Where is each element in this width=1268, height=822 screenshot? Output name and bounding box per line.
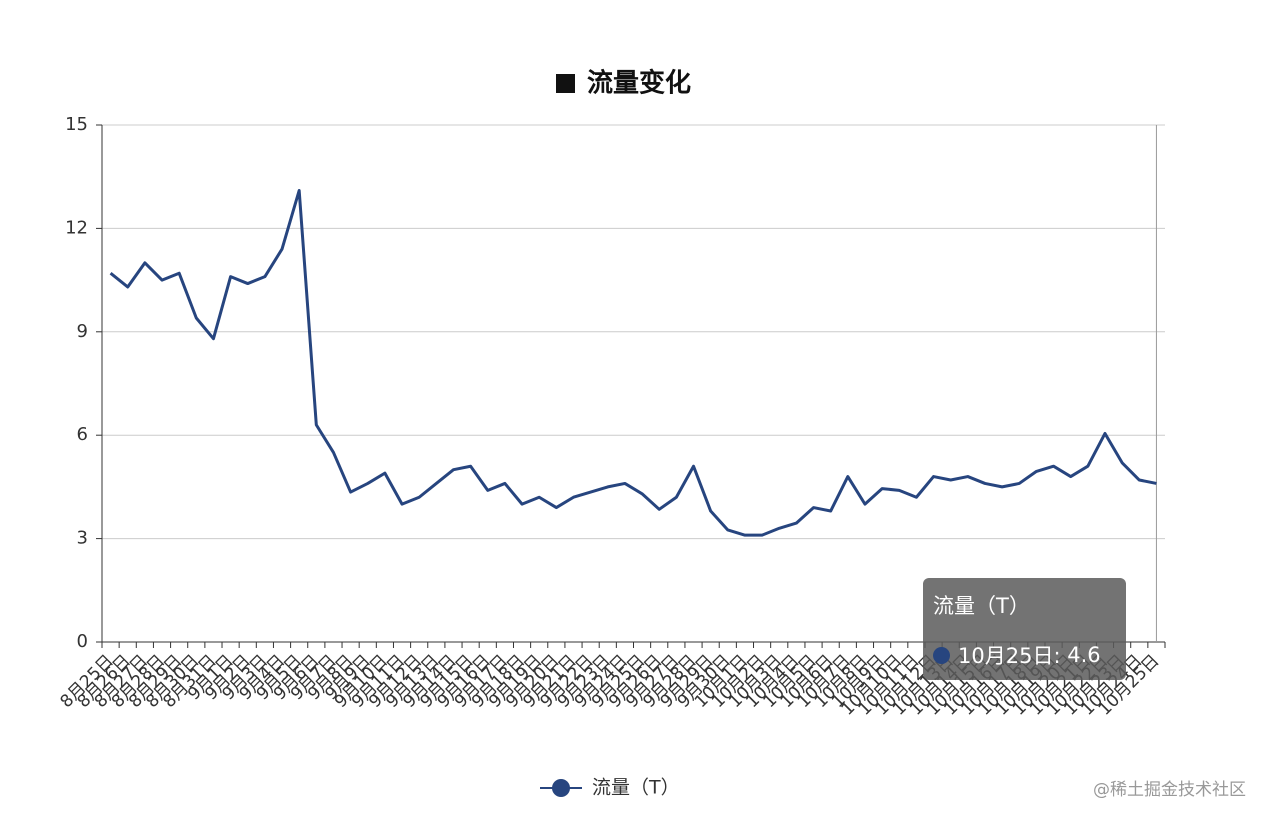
y-tick-label: 6 [77,424,88,445]
tooltip-date: 10月25日 [958,640,1067,670]
y-tick-label: 12 [65,217,88,238]
legend-label: 流量（T） [592,777,680,799]
title-marker [556,74,575,93]
y-tick-label: 0 [77,631,88,652]
y-tick-label: 3 [77,528,88,549]
tooltip: 流量（T） 10月25日 4.6 [923,578,1126,680]
y-tick-label: 15 [65,114,88,135]
y-tick-label: 9 [77,321,88,342]
tooltip-dot [933,646,950,664]
tooltip-row: 10月25日 4.6 [933,640,1116,670]
series-line [109,188,1157,537]
legend-marker [552,779,570,797]
watermark: @稀土掘金技术社区 [1093,780,1246,800]
tooltip-title: 流量（T） [933,594,1030,618]
tooltip-value: 4.6 [1067,643,1101,667]
chart-title: 流量变化 [587,68,691,99]
